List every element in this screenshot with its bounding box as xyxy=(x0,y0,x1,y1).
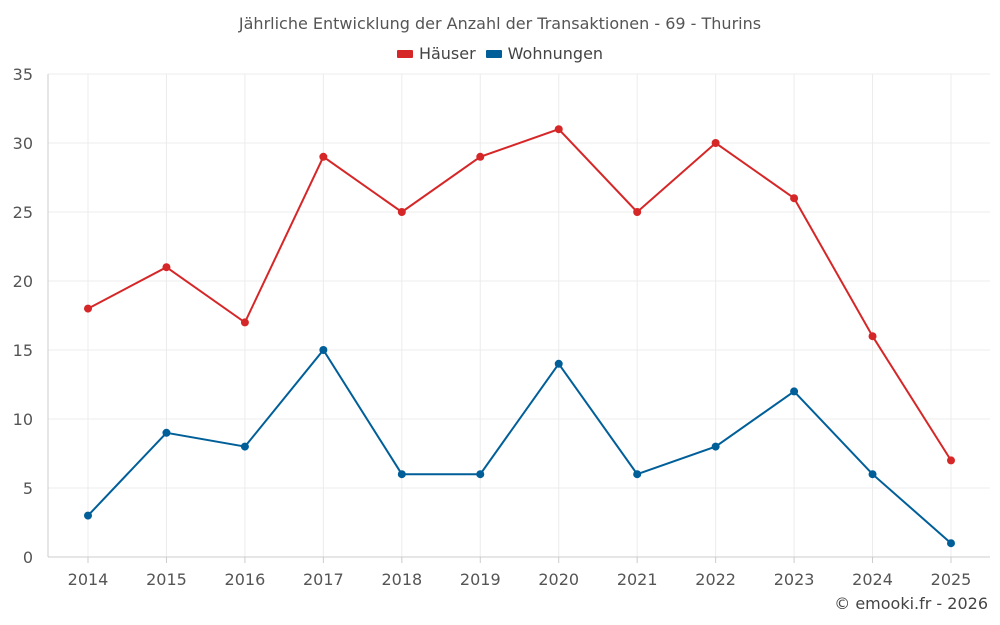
data-point-wohnungen xyxy=(397,470,406,479)
y-tick-label: 5 xyxy=(23,479,33,498)
legend-item-wohnungen[interactable]: Wohnungen xyxy=(485,44,604,63)
data-point-haeuser xyxy=(711,139,720,147)
legend-label-haeuser: Häuser xyxy=(418,44,476,63)
data-point-wohnungen xyxy=(633,470,642,479)
data-point-wohnungen xyxy=(319,346,328,354)
data-point-wohnungen xyxy=(790,387,799,396)
data-point-wohnungen xyxy=(868,470,877,479)
data-point-haeuser xyxy=(319,152,328,161)
y-tick-label: 20 xyxy=(13,272,33,291)
data-point-wohnungen xyxy=(84,511,92,520)
data-point-haeuser xyxy=(554,125,563,134)
y-tick-label: 30 xyxy=(13,134,33,153)
data-point-wohnungen xyxy=(554,359,563,368)
x-tick-label: 2020 xyxy=(538,570,579,589)
x-tick-label: 2018 xyxy=(381,570,422,589)
legend-item-haeuser[interactable]: Häuser xyxy=(396,44,476,63)
x-tick-label: 2024 xyxy=(852,570,893,589)
data-point-wohnungen xyxy=(476,470,485,479)
legend: Häuser Wohnungen xyxy=(0,44,1000,63)
chart-title: Jährliche Entwicklung der Anzahl der Tra… xyxy=(238,14,762,33)
y-tick-label: 10 xyxy=(13,410,33,429)
data-point-haeuser xyxy=(397,208,406,216)
legend-label-wohnungen: Wohnungen xyxy=(507,44,604,63)
data-point-haeuser xyxy=(476,152,485,161)
data-point-wohnungen xyxy=(947,539,955,548)
x-tick-label: 2016 xyxy=(225,570,266,589)
series-line-wohnungen xyxy=(87,348,952,544)
x-tick-label: 2017 xyxy=(303,570,344,589)
data-point-haeuser xyxy=(947,456,955,465)
data-point-haeuser xyxy=(868,332,877,341)
x-tick-label: 2025 xyxy=(931,570,972,589)
credit-text: © emooki.fr - 2026 xyxy=(834,594,988,613)
x-tick-label: 2021 xyxy=(617,570,658,589)
legend-swatch-haeuser xyxy=(396,49,413,58)
data-point-haeuser xyxy=(162,263,171,272)
x-tick-label: 2023 xyxy=(774,570,815,589)
y-tick-label: 15 xyxy=(13,341,33,360)
data-point-haeuser xyxy=(790,194,799,203)
x-tick-label: 2022 xyxy=(695,570,736,589)
x-tick-label: 2015 xyxy=(146,570,187,589)
y-tick-label: 25 xyxy=(13,203,33,222)
y-tick-label: 0 xyxy=(23,548,33,567)
data-point-wohnungen xyxy=(240,442,249,451)
data-point-haeuser xyxy=(84,304,92,313)
legend-swatch-wohnungen xyxy=(485,49,502,58)
data-point-wohnungen xyxy=(711,442,720,451)
x-tick-label: 2019 xyxy=(460,570,501,589)
series-line-haeuser xyxy=(87,128,952,461)
x-tick-label: 2014 xyxy=(68,570,109,589)
data-point-wohnungen xyxy=(162,428,171,437)
data-point-haeuser xyxy=(240,318,249,327)
y-tick-label: 35 xyxy=(13,65,33,84)
data-point-haeuser xyxy=(633,208,642,216)
